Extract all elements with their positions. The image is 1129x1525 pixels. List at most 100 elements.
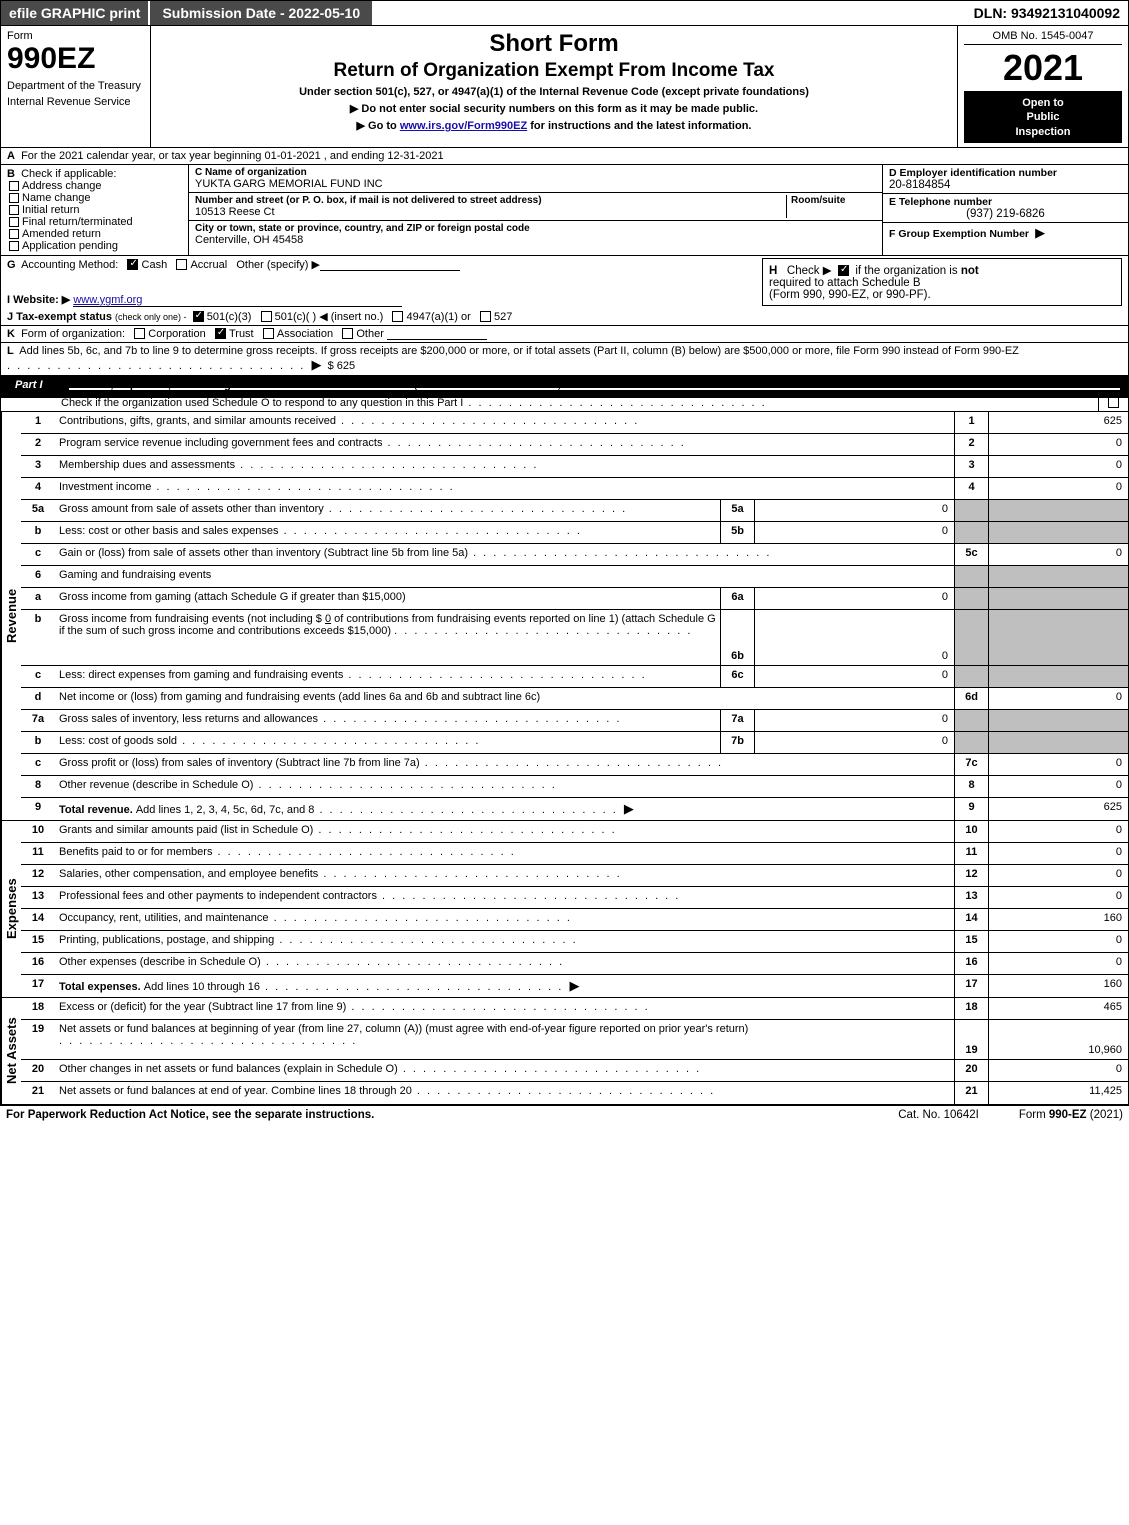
h-check: Check ▶: [787, 265, 832, 277]
check-name-change[interactable]: Name change: [9, 192, 182, 204]
city: Centerville, OH 45458: [195, 234, 876, 246]
line-19: 19 Net assets or fund balances at beginn…: [21, 1020, 1128, 1060]
check-application-pending[interactable]: Application pending: [9, 240, 182, 252]
line-a: A For the 2021 calendar year, or tax yea…: [1, 148, 1128, 165]
b-header: B Check if applicable:: [7, 168, 182, 180]
j-501c: 501(c)( ): [275, 311, 317, 323]
check-final-return[interactable]: Final return/terminated: [9, 216, 182, 228]
under-section: Under section 501(c), 527, or 4947(a)(1)…: [157, 86, 951, 98]
checkbox-icon: [9, 205, 19, 215]
form-header: Form 990EZ Department of the Treasury In…: [1, 26, 1128, 148]
subval-5b: 0: [754, 522, 954, 543]
footer-left: For Paperwork Reduction Act Notice, see …: [6, 1109, 858, 1121]
arrow-icon: ▶: [350, 103, 358, 115]
line-13: 13 Professional fees and other payments …: [21, 887, 1128, 909]
line-k: K Form of organization: Corporation Trus…: [1, 326, 1128, 343]
submission-date: Submission Date - 2022-05-10: [148, 1, 372, 25]
checkbox-icon: [9, 229, 19, 239]
schedo-checkbox-cell: [1098, 395, 1128, 411]
org-name-cell: C Name of organization YUKTA GARG MEMORI…: [189, 165, 882, 193]
street: 10513 Reese Ct: [195, 206, 786, 218]
l-text: Add lines 5b, 6c, and 7b to line 9 to de…: [19, 345, 1019, 357]
omb-number: OMB No. 1545-0047: [964, 30, 1122, 45]
revenue-side-label: Revenue: [1, 412, 21, 820]
room-label: Room/suite: [791, 195, 876, 206]
efile-label: efile GRAPHIC print: [1, 1, 148, 25]
line-j: J Tax-exempt status (check only one) - 5…: [1, 308, 1128, 325]
tel: (937) 219-6826: [889, 208, 1122, 220]
open-line1: Open to: [966, 96, 1120, 110]
subval-7b: 0: [754, 732, 954, 753]
goto-link[interactable]: www.irs.gov/Form990EZ: [400, 120, 527, 132]
net-assets-side-label: Net Assets: [1, 998, 21, 1104]
dots: [318, 713, 621, 725]
spacer: [372, 1, 966, 25]
subval-6a: 0: [754, 588, 954, 609]
check-address-change[interactable]: Address change: [9, 180, 182, 192]
goto-post: for instructions and the latest informat…: [527, 120, 751, 132]
arrow-icon: ▶: [569, 978, 579, 993]
part-i-header: Part I Revenue, Expenses, and Changes in…: [1, 376, 1128, 395]
net-assets-rows: 18 Excess or (deficit) for the year (Sub…: [21, 998, 1128, 1104]
subval-5a: 0: [754, 500, 954, 521]
line-17: 17 Total expenses. Add lines 10 through …: [21, 975, 1128, 997]
dots: [235, 459, 538, 471]
dots: [463, 397, 766, 409]
footer-cat: Cat. No. 10642I: [858, 1109, 1019, 1121]
line-6b: b Gross income from fundraising events (…: [21, 610, 1128, 666]
check-initial-return[interactable]: Initial return: [9, 204, 182, 216]
h-text1: if the organization is: [855, 265, 960, 277]
dots: [279, 525, 582, 537]
amount-6d: 0: [988, 688, 1128, 709]
k-assoc: Association: [277, 328, 333, 340]
lines-g-h-i-j: H Check ▶ if the organization is not req…: [1, 256, 1128, 326]
website-link[interactable]: www.ygmf.org: [73, 294, 402, 307]
subval-6c: 0: [754, 666, 954, 687]
line-a-text: For the 2021 calendar year, or tax year …: [21, 150, 444, 162]
dots: [274, 934, 577, 946]
city-label: City or town, state or province, country…: [195, 223, 876, 234]
h-not: not: [961, 265, 979, 277]
amount-4: 0: [988, 478, 1128, 499]
g-cash: Cash: [142, 259, 168, 271]
line-5a: 5a Gross amount from sale of assets othe…: [21, 500, 1128, 522]
amount-15: 0: [988, 931, 1128, 952]
part-i-title: Revenue, Expenses, and Changes in Net As…: [65, 379, 411, 391]
l-label: L: [7, 345, 14, 357]
line-7c: c Gross profit or (loss) from sales of i…: [21, 754, 1128, 776]
checkbox-icon: [263, 328, 274, 339]
line-6: 6 Gaming and fundraising events: [21, 566, 1128, 588]
blank-line: [320, 259, 460, 271]
footer-row: For Paperwork Reduction Act Notice, see …: [0, 1106, 1129, 1124]
checkbox-icon: [134, 328, 145, 339]
dots: [212, 846, 515, 858]
irs: Internal Revenue Service: [7, 96, 144, 108]
top-row: efile GRAPHIC print Submission Date - 20…: [1, 1, 1128, 26]
expenses-side-label: Expenses: [1, 821, 21, 997]
amount-14: 160: [988, 909, 1128, 930]
line-a-label: A: [7, 150, 15, 162]
checkbox-icon[interactable]: [1108, 397, 1119, 408]
line-1: 1 Contributions, gifts, grants, and simi…: [21, 412, 1128, 434]
j-527: 527: [494, 311, 512, 323]
part-i-badge: Part I: [1, 376, 57, 394]
amount-13: 0: [988, 887, 1128, 908]
line-5b: b Less: cost or other basis and sales ex…: [21, 522, 1128, 544]
open-line2: Public: [966, 110, 1120, 124]
line-6c: c Less: direct expenses from gaming and …: [21, 666, 1128, 688]
short-form-title: Short Form: [157, 30, 951, 58]
amount-2: 0: [988, 434, 1128, 455]
line-15: 15 Printing, publications, postage, and …: [21, 931, 1128, 953]
dots: [177, 735, 480, 747]
goto-pre: Go to: [368, 120, 400, 132]
tax-year: 2021: [964, 45, 1122, 92]
org-name-label: C Name of organization: [195, 167, 876, 178]
line-18: 18 Excess or (deficit) for the year (Sub…: [21, 998, 1128, 1020]
check-amended-return[interactable]: Amended return: [9, 228, 182, 240]
checkbox-icon: [9, 217, 19, 227]
i-label: I Website: ▶: [7, 294, 70, 306]
subval-6b: 0: [754, 610, 954, 665]
k-label: K: [7, 328, 15, 340]
g-other: Other (specify) ▶: [236, 259, 320, 271]
net-assets-section: Net Assets 18 Excess or (deficit) for th…: [1, 998, 1128, 1105]
